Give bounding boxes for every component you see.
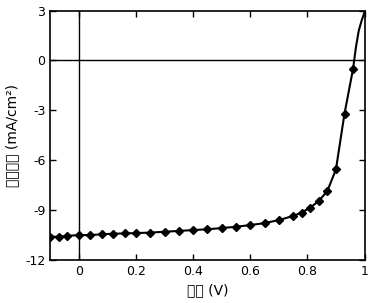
Y-axis label: 电流密度 (mA/cm²): 电流密度 (mA/cm²) [6, 84, 19, 187]
X-axis label: 电压 (V): 电压 (V) [187, 283, 228, 298]
